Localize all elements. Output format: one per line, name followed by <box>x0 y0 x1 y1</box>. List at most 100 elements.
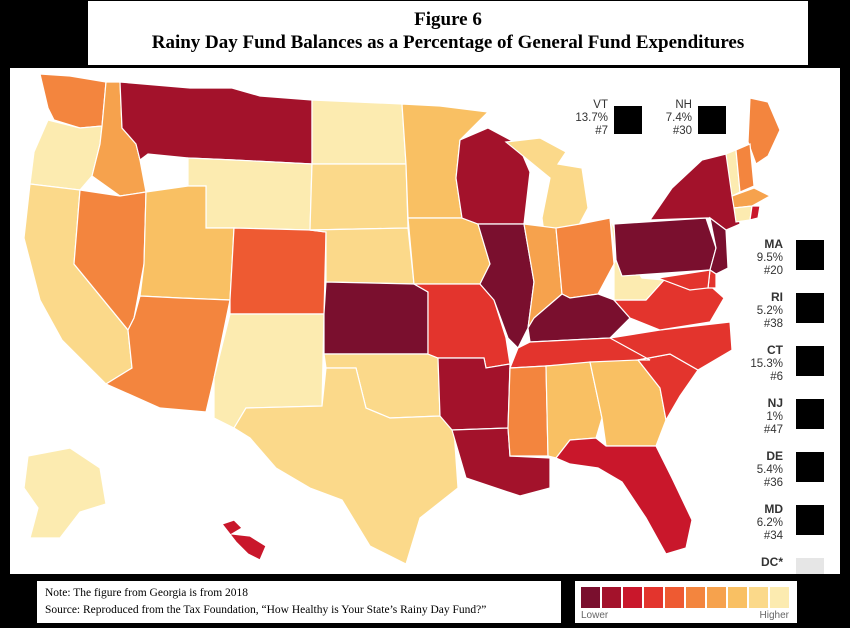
callout-nh-pct: 7.4% <box>666 112 692 124</box>
label-tx: 12.9% <box>364 68 397 71</box>
label-ne: NE <box>358 68 375 71</box>
label-in: 8.6% <box>534 68 560 71</box>
legend-lower-label: Lower <box>581 610 609 621</box>
label-ak: AK <box>61 68 79 71</box>
side-nj-pct: 1% <box>766 411 783 423</box>
state-ar <box>437 357 511 431</box>
state-hi <box>221 519 267 561</box>
state-ma <box>731 187 772 209</box>
label-ny: 3.2% <box>683 68 709 71</box>
label-tn: 7% <box>568 68 585 71</box>
swatch-ri <box>796 293 824 323</box>
scale-swatch <box>770 587 789 608</box>
label-al: AL <box>563 68 579 71</box>
label-ut: 9.9% <box>187 68 213 71</box>
callout-vt-abbr: VT <box>593 99 608 111</box>
scale-swatch <box>749 587 768 608</box>
figure-title: Rainy Day Fund Balances as a Percentage … <box>151 32 745 53</box>
label-nd: 30% <box>348 68 371 71</box>
swatch-nj <box>796 399 824 429</box>
label-ia: #17 <box>440 68 459 71</box>
legend-higher-label: Higher <box>759 610 789 621</box>
state-or <box>29 119 103 191</box>
label-nc: NC* <box>666 68 688 71</box>
swatch-ct <box>796 346 824 376</box>
label-wa: WA <box>105 68 125 71</box>
label-mn: 10.4% <box>410 68 443 71</box>
label-nc: 5.3% <box>664 68 690 71</box>
label-mt: #40 <box>235 68 254 71</box>
label-mi: MI* <box>531 68 549 71</box>
label-mi: 11% <box>529 68 551 71</box>
state-ks <box>323 281 429 355</box>
label-fl: FL <box>634 68 649 71</box>
label-ak: #2 <box>64 68 77 71</box>
state-tx <box>233 367 459 565</box>
label-ia: 10.3% <box>434 68 467 71</box>
state-nc <box>608 321 733 371</box>
label-me: 7.8% <box>749 68 775 71</box>
label-ia: IA <box>444 68 456 71</box>
label-or: OR <box>62 68 80 71</box>
scale-swatch <box>686 587 705 608</box>
label-wi: 3.6% <box>479 68 505 71</box>
label-ar: #45 <box>470 68 489 71</box>
callout-nh-abbr: NH <box>675 99 692 111</box>
label-ky: KY <box>574 68 591 71</box>
state-co <box>229 227 327 315</box>
label-ms: #25 <box>505 68 524 71</box>
state-fl <box>555 437 693 555</box>
label-ga: #15 <box>603 68 622 71</box>
label-fl: #40 <box>631 68 650 71</box>
side-ma-rank: #20 <box>764 265 783 277</box>
label-nm: 26.8% <box>253 68 286 71</box>
title-box: Figure 6 Rainy Day Fund Balances as a Pe… <box>87 0 809 66</box>
label-la: LA <box>485 68 501 71</box>
label-mt: 4.6% <box>232 68 258 71</box>
label-ok: #11 <box>383 68 401 71</box>
label-az: AZ <box>182 68 198 71</box>
scale-swatch <box>728 587 747 608</box>
label-sd: 11.1% <box>344 68 376 71</box>
label-ky: 2.6% <box>569 68 595 71</box>
state-ny <box>648 153 741 231</box>
state-sd <box>309 163 409 231</box>
state-md <box>655 269 711 291</box>
label-nc: #37 <box>667 68 686 71</box>
label-mn: MN <box>417 68 436 71</box>
side-de-abbr: DE <box>766 449 783 463</box>
label-wi: WI* <box>482 68 502 71</box>
label-tx: TX <box>372 68 387 71</box>
label-nm: #4 <box>263 68 276 71</box>
label-ut: UT <box>192 68 209 71</box>
label-nd: #3 <box>354 68 367 71</box>
label-mt: MT <box>236 68 254 71</box>
label-tn: TN <box>568 68 584 71</box>
scale-swatch <box>581 587 600 608</box>
label-la: 4.4% <box>480 68 506 71</box>
swatch-nh <box>698 106 726 134</box>
label-la: #42 <box>483 68 502 71</box>
label-ak: 52.6% <box>54 68 87 71</box>
label-sc: SC <box>644 68 661 71</box>
notes-box: Note: The figure from Georgia is from 20… <box>36 580 562 624</box>
side-md-abbr: MD <box>764 502 783 516</box>
label-co: 7.9% <box>265 68 291 71</box>
label-mo: MO <box>455 68 474 71</box>
state-nd <box>311 99 407 165</box>
label-in: IN <box>541 68 553 71</box>
state-ne <box>309 227 415 285</box>
label-fl: 4.6% <box>628 68 654 71</box>
label-az: #23 <box>180 68 199 71</box>
label-oh: OH <box>597 68 615 71</box>
label-wv: #5 <box>625 68 638 71</box>
state-nh <box>735 143 755 193</box>
callout-vt-pct: 13.7% <box>575 112 608 124</box>
label-va: VA <box>657 68 673 71</box>
us-map-panel: WA8%#26OR13.5%#8CA13%#9ID9.5%#20NV8.9%#2… <box>10 68 840 574</box>
label-wa: 8% <box>107 68 124 71</box>
swatch-dc <box>796 558 824 574</box>
side-nj-abbr: NJ <box>768 396 783 410</box>
callout-nh-rank: #30 <box>673 125 692 137</box>
label-nv: NV <box>109 68 126 71</box>
